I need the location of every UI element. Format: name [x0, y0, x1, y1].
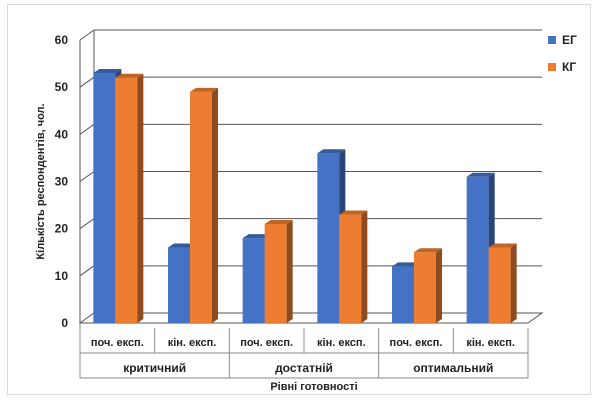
bar-top [317, 149, 346, 154]
bar-side [510, 243, 517, 323]
bar-front [115, 77, 138, 323]
bar-side [137, 73, 144, 323]
x-group-label: достатній [275, 361, 333, 375]
bar-top [466, 172, 495, 177]
bar-front [466, 176, 489, 323]
bar-КГ-4 [414, 248, 442, 323]
bar-КГ-3 [339, 210, 368, 323]
labels: 0 10 20 30 40 50 60 поч. експ. кін. експ. поч. ек… [35, 33, 515, 393]
x-tick-label: кін. експ. [168, 337, 217, 349]
x-tick-label: поч. експ. [240, 337, 293, 349]
gridline-depth [79, 76, 95, 88]
y-tick-label: 60 [55, 33, 69, 47]
bar-front [264, 223, 287, 323]
legend-label: ЕГ [562, 33, 577, 47]
bar-top [264, 219, 293, 224]
bar-front [392, 266, 414, 323]
gridline-depth [79, 29, 95, 41]
bar-top [414, 248, 442, 253]
y-tick-label: 10 [55, 269, 69, 283]
x-axis-title: Рівні готовності [270, 381, 357, 393]
chart-frame [7, 4, 591, 395]
x-tick-label: кін. експ. [317, 337, 366, 349]
bar-top [242, 234, 271, 239]
bar-КГ-5 [488, 243, 517, 323]
x-tick-label: поч. експ. [91, 337, 144, 349]
x-tick-label: кін. експ. [466, 337, 515, 349]
gridline-depth [79, 171, 95, 182]
gridline-depth [79, 265, 95, 277]
legend-label: КГ [562, 60, 576, 74]
bar-top [392, 262, 420, 267]
bar-front [93, 73, 116, 324]
legend-swatch [548, 36, 556, 44]
floor [78, 312, 544, 324]
y-tick-label: 50 [55, 80, 69, 94]
y-tick-label: 30 [55, 175, 69, 189]
gridline-depth [79, 123, 95, 135]
bar-front [339, 214, 362, 323]
bar-КГ-1 [190, 87, 218, 323]
bar-front [317, 153, 340, 323]
bar-front [242, 238, 265, 323]
y-axis-title: Кількість респондентів, чол. [35, 103, 47, 259]
bar-front [488, 247, 511, 323]
bar-side [286, 219, 293, 323]
bar-top [190, 87, 218, 92]
bars [93, 69, 517, 324]
bar-front [190, 91, 212, 323]
bar-top [488, 243, 517, 248]
bar-front [168, 247, 190, 323]
bar-КГ-2 [264, 219, 293, 323]
x-group-label: оптимальний [413, 361, 493, 375]
axes [78, 30, 544, 379]
x-group-label: критичний [123, 361, 186, 375]
bar-top [115, 73, 144, 78]
y-tick-label: 40 [55, 127, 69, 141]
bar-side [361, 210, 368, 323]
y-tick-label: 20 [55, 222, 69, 236]
bar-side [436, 248, 442, 323]
bar-top [339, 210, 368, 215]
legend: ЕГ КГ [548, 33, 577, 74]
bar-front [414, 252, 436, 323]
bar-side [212, 87, 218, 323]
bar-top [168, 243, 196, 248]
gridline-depth [79, 218, 95, 230]
legend-swatch [548, 63, 556, 71]
bar-top [93, 69, 122, 74]
x-tick-label: поч. експ. [390, 337, 443, 349]
bar-КГ-0 [115, 73, 144, 323]
y-tick-label: 0 [61, 316, 68, 330]
